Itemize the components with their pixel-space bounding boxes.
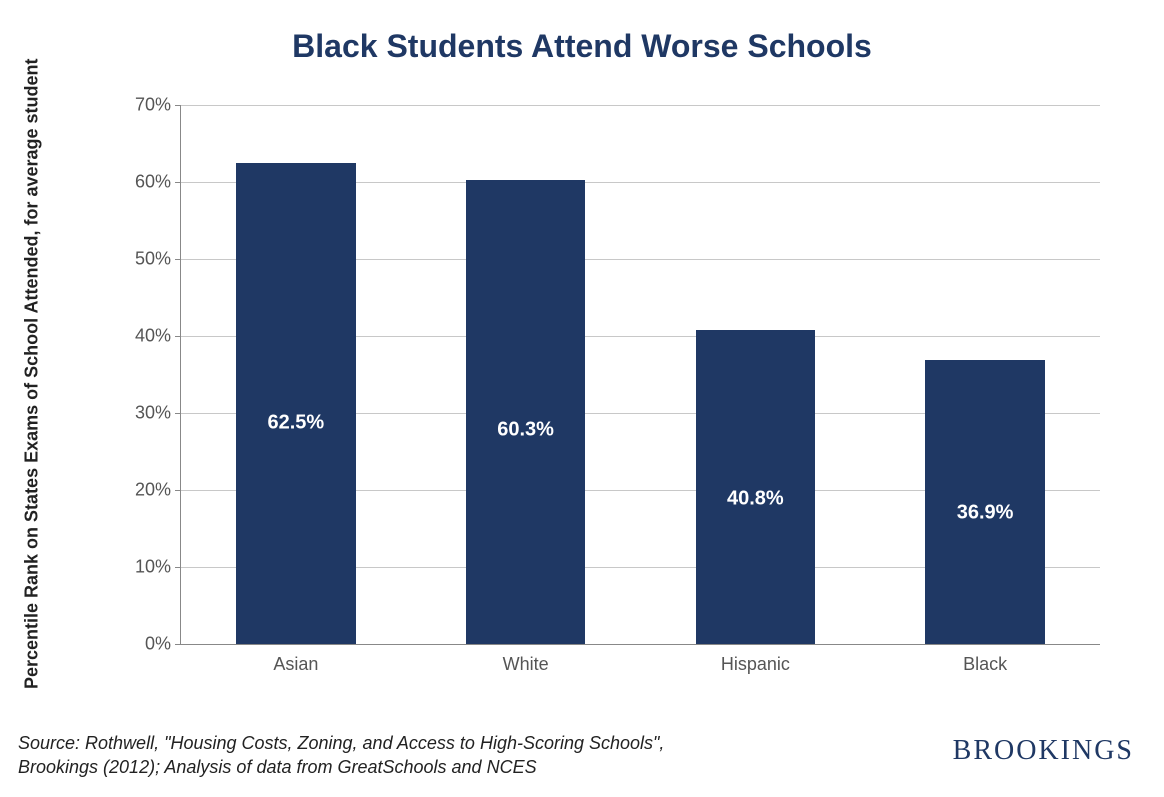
y-tick <box>175 182 181 183</box>
gridline <box>181 105 1100 106</box>
bar-value-label: 62.5% <box>268 411 325 434</box>
bar-hispanic: 40.8% <box>696 330 815 644</box>
bar-asian: 62.5% <box>236 163 355 644</box>
x-tick-label: Black <box>963 654 1007 675</box>
chart-title: Black Students Attend Worse Schools <box>0 28 1164 65</box>
y-tick <box>175 490 181 491</box>
y-tick <box>175 567 181 568</box>
y-axis-title: Percentile Rank on States Exams of Schoo… <box>22 109 43 689</box>
y-tick-label: 40% <box>135 326 171 347</box>
source-citation: Source: Rothwell, "Housing Costs, Zoning… <box>18 732 664 779</box>
bar-black: 36.9% <box>925 360 1044 644</box>
y-tick-label: 50% <box>135 249 171 270</box>
bar-white: 60.3% <box>466 180 585 644</box>
y-tick <box>175 105 181 106</box>
y-tick-label: 30% <box>135 403 171 424</box>
y-tick-label: 60% <box>135 172 171 193</box>
brand-logo: BROOKINGS <box>953 735 1134 767</box>
bar-value-label: 36.9% <box>957 502 1014 525</box>
y-tick <box>175 413 181 414</box>
y-tick-label: 70% <box>135 95 171 116</box>
source-line-2: Brookings (2012); Analysis of data from … <box>18 756 664 779</box>
x-tick-label: Asian <box>273 654 318 675</box>
source-line-1: Source: Rothwell, "Housing Costs, Zoning… <box>18 732 664 755</box>
x-tick-label: White <box>503 654 549 675</box>
y-tick <box>175 336 181 337</box>
bar-value-label: 60.3% <box>497 419 554 442</box>
y-tick <box>175 644 181 645</box>
plot-region: 0%10%20%30%40%50%60%70%62.5%Asian60.3%Wh… <box>180 105 1100 645</box>
y-tick-label: 20% <box>135 480 171 501</box>
y-tick <box>175 259 181 260</box>
x-tick-label: Hispanic <box>721 654 790 675</box>
y-tick-label: 10% <box>135 557 171 578</box>
chart-area: 0%10%20%30%40%50%60%70%62.5%Asian60.3%Wh… <box>130 105 1120 685</box>
y-tick-label: 0% <box>145 634 171 655</box>
bar-value-label: 40.8% <box>727 488 784 511</box>
